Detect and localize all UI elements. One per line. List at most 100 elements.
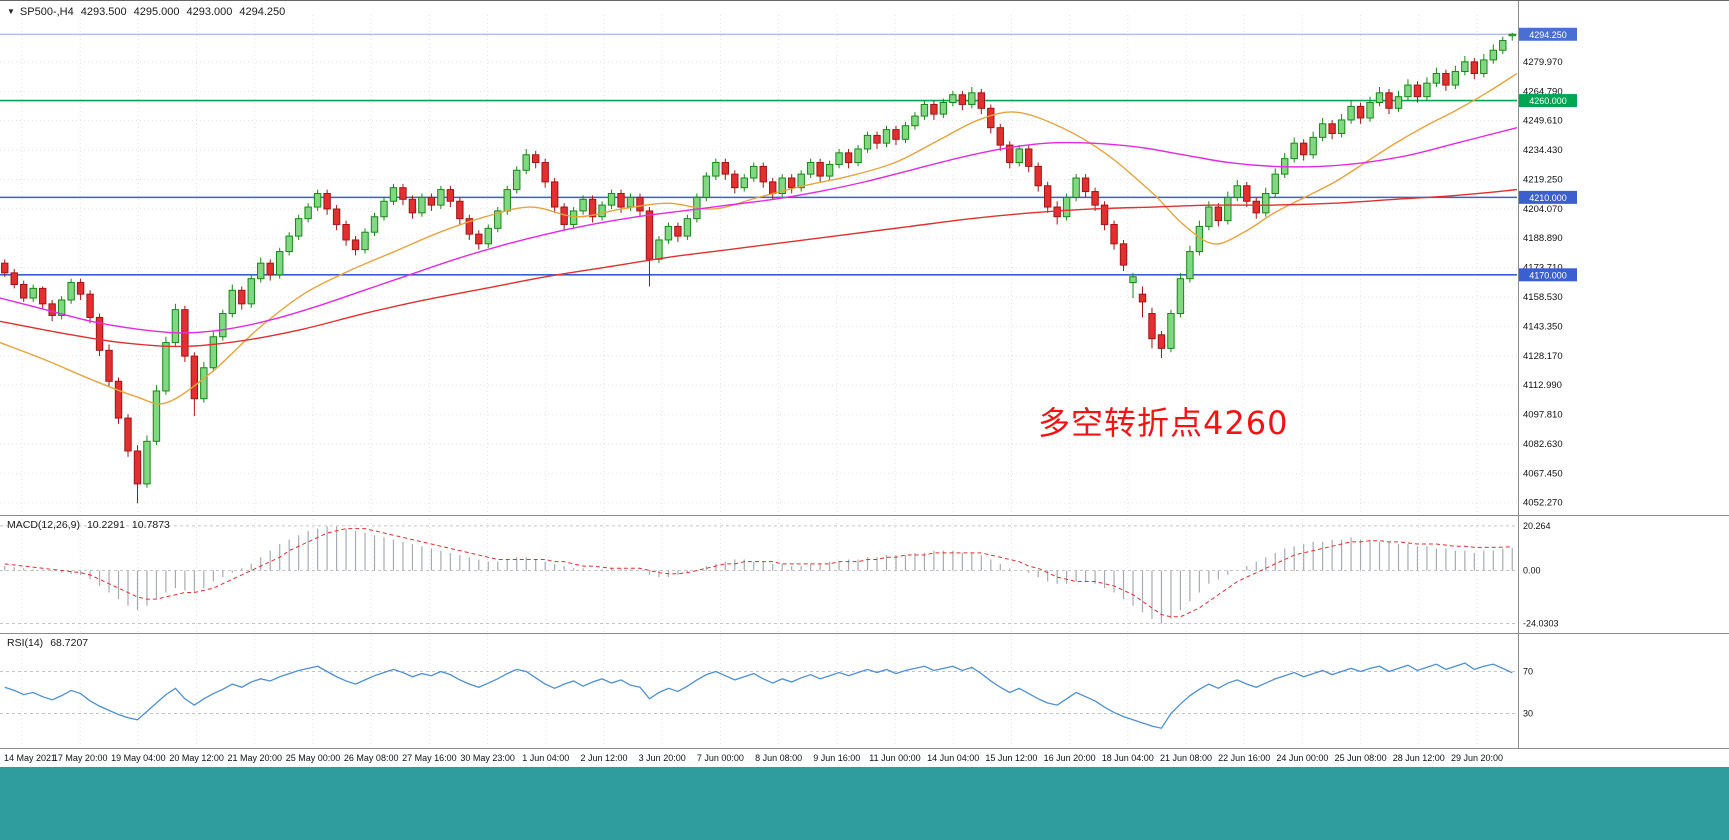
candle: [152, 390, 161, 442]
candle: [550, 181, 559, 208]
candle: [892, 129, 900, 140]
price-axis-label: 4249.610: [1523, 116, 1563, 127]
candle: [920, 103, 929, 117]
candle: [541, 162, 549, 183]
candle: [1100, 204, 1109, 225]
candle: [873, 134, 881, 144]
candle: [380, 200, 388, 218]
candle: [1186, 251, 1194, 280]
rsi-indicator-header: RSI(14) 68.7207: [7, 637, 88, 649]
candle: [427, 196, 436, 206]
candle: [105, 349, 113, 382]
candle: [1404, 84, 1412, 98]
price-axis-label: 4204.070: [1523, 204, 1563, 215]
candle: [617, 192, 625, 208]
price-axis-label: 4264.790: [1523, 86, 1563, 97]
candle: [882, 129, 891, 144]
candle: [465, 218, 474, 235]
chart-canvas[interactable]: 4279.970 4264.790 4249.610 4234.430 4219.250…: [0, 1, 1729, 767]
date-label: 30 May 23:00: [460, 753, 515, 763]
price-axis-label: 4112.990: [1523, 380, 1562, 391]
candle: [522, 154, 530, 171]
axis-layer: 4279.970 4264.790 4249.610 4234.430 4219.250…: [4, 27, 1577, 763]
date-label: 17 May 20:00: [53, 753, 108, 763]
macd-axis-label: 20.264: [1523, 521, 1551, 531]
price-axis-label: 4158.530: [1523, 292, 1563, 303]
candle: [911, 115, 919, 127]
symbol-dropdown-icon[interactable]: ▼: [7, 7, 15, 16]
candle: [238, 289, 246, 305]
date-label: 24 Jun 00:00: [1276, 753, 1328, 763]
rsi-label: RSI(14): [7, 637, 44, 649]
candle: [674, 225, 682, 237]
candle: [1091, 191, 1099, 206]
candle: [825, 163, 834, 177]
candle: [294, 218, 303, 237]
candle: [370, 216, 379, 233]
candle: [731, 173, 739, 189]
candle: [209, 336, 218, 369]
borders-layer: [0, 1, 1729, 749]
candle: [1489, 49, 1497, 61]
candle: [655, 239, 663, 260]
candle: [626, 196, 635, 208]
date-label: 21 May 20:00: [228, 753, 283, 763]
candle: [1025, 148, 1033, 167]
candle: [456, 200, 464, 220]
candle: [266, 262, 274, 276]
candle: [1337, 119, 1346, 134]
candle: [133, 450, 142, 485]
candle: [408, 198, 417, 214]
date-label: 11 Jun 00:00: [869, 753, 920, 763]
candle: [86, 293, 94, 318]
level-lines-layer: [0, 33, 1517, 276]
candle: [996, 127, 1004, 146]
candle: [304, 206, 312, 220]
ohlc-open-value: 4293.500: [80, 6, 127, 18]
candle: [1053, 206, 1061, 218]
candle: [437, 189, 445, 206]
candle: [38, 287, 47, 305]
price-axis-label: 4052.270: [1523, 498, 1563, 509]
date-label: 28 Jun 12:00: [1393, 753, 1445, 763]
date-label: 16 Jun 20:00: [1044, 753, 1096, 763]
candle: [1081, 177, 1090, 193]
candle: [361, 231, 369, 251]
candle: [10, 272, 18, 285]
candle: [1072, 177, 1080, 198]
candle: [1015, 148, 1023, 164]
candle: [67, 282, 75, 301]
candle: [1432, 72, 1441, 84]
price-axis-label: 4082.630: [1523, 439, 1563, 450]
svg-text:4294.250: 4294.250: [1529, 30, 1567, 40]
candle: [475, 233, 483, 245]
date-label: 8 Jun 08:00: [755, 753, 802, 763]
level-price-tag: 4210.000: [1519, 190, 1577, 204]
svg-text:4260.000: 4260.000: [1529, 96, 1567, 106]
rsi-axis-label: 70: [1523, 667, 1533, 677]
price-axis-label: 4128.170: [1523, 351, 1563, 362]
date-label: 14 Jun 04:00: [927, 753, 979, 763]
price-axis-label: 4279.970: [1523, 57, 1563, 68]
ma-fast-line: [0, 72, 1518, 405]
candle: [1375, 92, 1384, 104]
candle: [1508, 33, 1516, 37]
candle: [247, 278, 255, 305]
candle: [863, 134, 872, 150]
candle: [1176, 278, 1185, 315]
price-axis-label: 4097.810: [1523, 410, 1563, 421]
candle: [721, 162, 730, 175]
candle: [636, 196, 644, 212]
candle: [190, 355, 199, 400]
candle: [275, 251, 284, 276]
bottom-bar: [0, 767, 1729, 840]
candle: [683, 218, 692, 237]
candle: [1366, 102, 1374, 119]
candle: [579, 198, 587, 212]
date-label: 29 Jun 20:00: [1451, 753, 1503, 763]
candle: [1262, 192, 1270, 214]
candle: [95, 316, 104, 351]
candle: [939, 102, 948, 115]
level-price-tag: 4260.000: [1519, 94, 1577, 108]
price-annotation: 多空转折点4260: [1038, 404, 1289, 442]
